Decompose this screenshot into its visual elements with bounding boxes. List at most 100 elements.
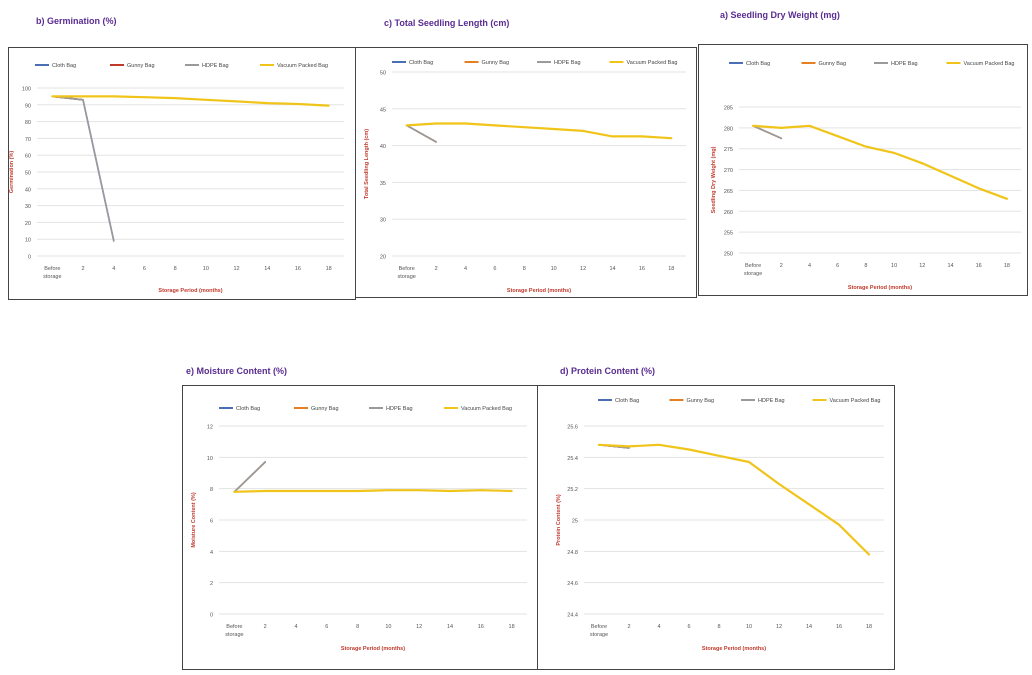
chart-moisture: 0 2 4 6 8 10 12 Before storage 2 4 6 8 10 12 14 16 18 Stor… xyxy=(191,406,527,652)
legend-label: Gunny Bag xyxy=(127,63,155,69)
y-axis-title: Moisture Content (%) xyxy=(191,492,197,547)
y-tick-label: 40 xyxy=(25,187,31,193)
x-tick-label: 6 xyxy=(143,266,146,272)
x-tick-label: 18 xyxy=(326,266,332,272)
y-tick-label: 24.4 xyxy=(567,613,578,619)
chart-panel-dry-weight: 250 255 260 265 270 275 280 285 Before storage 2 4 6… xyxy=(698,44,1028,296)
x-tick-label: storage xyxy=(225,632,243,638)
y-tick-label: 0 xyxy=(210,613,213,619)
legend-label: Vacuum Packed Bag xyxy=(627,60,678,66)
series-line-vacuum-packed-bag xyxy=(233,489,513,493)
x-tick-label: 16 xyxy=(639,266,645,272)
legend-label: Gunny Bag xyxy=(687,398,715,404)
x-tick-label: 10 xyxy=(551,266,557,272)
legend-label: Vacuum Packed Bag xyxy=(830,398,881,404)
series-line-vacuum-packed-bag xyxy=(405,122,673,140)
series-line-hdpe-bag xyxy=(752,125,783,140)
x-tick-label: 4 xyxy=(464,266,467,272)
chart-panel-seedling-length: 20 30 35 40 45 50 Before storage 2 4 6 8 10 12 14 16 18 S… xyxy=(355,47,697,298)
x-tick-label: 8 xyxy=(356,624,359,630)
y-tick-label: 24.6 xyxy=(567,581,578,587)
x-tick-label: 8 xyxy=(523,266,526,272)
x-tick-label: 2 xyxy=(264,624,267,630)
y-tick-label: 0 xyxy=(28,255,31,261)
x-axis-title: Storage Period (months) xyxy=(848,285,912,291)
chart-dry-weight: 250 255 260 265 270 275 280 285 Before storage 2 4 6… xyxy=(711,61,1021,291)
y-tick-label: 100 xyxy=(22,87,31,93)
chart-germination: 0 10 20 30 40 50 60 70 80 90 100 Before storage 2 4 6 8 1… xyxy=(9,63,344,294)
x-tick-label: 14 xyxy=(609,266,615,272)
y-axis-title: Total Seedling Length (cm) xyxy=(364,129,370,199)
x-tick-label: storage xyxy=(398,274,416,280)
x-tick-label: 12 xyxy=(416,624,422,630)
legend-label: Gunny Bag xyxy=(311,406,339,412)
y-tick-label: 285 xyxy=(724,106,733,112)
x-tick-label: 8 xyxy=(717,624,720,630)
y-tick-label: 2 xyxy=(210,581,213,587)
y-tick-label: 45 xyxy=(380,107,386,113)
x-tick-label: 2 xyxy=(780,263,783,269)
x-tick-label: storage xyxy=(744,271,762,277)
series-line-vacuum-packed-bag xyxy=(51,95,330,107)
y-tick-label: 4 xyxy=(210,550,213,556)
x-tick-label: Before xyxy=(226,624,242,630)
x-tick-label: 18 xyxy=(866,624,872,630)
y-axis-title: Protein Content (%) xyxy=(556,494,562,545)
y-tick-label: 20 xyxy=(25,221,31,227)
y-tick-label: 60 xyxy=(25,154,31,160)
y-tick-label: 70 xyxy=(25,137,31,143)
x-axis-title: Storage Period (months) xyxy=(158,288,222,294)
x-tick-label: 2 xyxy=(82,266,85,272)
panel-title-protein: d) Protein Content (%) xyxy=(560,366,655,376)
series-line-hdpe-bag xyxy=(233,461,266,493)
x-tick-label: 6 xyxy=(836,263,839,269)
legend-label: Cloth Bag xyxy=(746,61,770,67)
y-tick-label: 250 xyxy=(724,252,733,258)
y-tick-label: 25.2 xyxy=(567,487,578,493)
x-tick-label: Before xyxy=(591,624,607,630)
x-axis-title: Storage Period (months) xyxy=(507,288,571,294)
legend-label: Cloth Bag xyxy=(52,63,76,69)
y-tick-label: 30 xyxy=(25,204,31,210)
y-tick-label: 8 xyxy=(210,487,213,493)
x-tick-label: 16 xyxy=(295,266,301,272)
y-tick-label: 20 xyxy=(380,255,386,261)
x-tick-label: 4 xyxy=(808,263,811,269)
legend-label: HDPE Bag xyxy=(891,61,918,67)
x-tick-label: 6 xyxy=(687,624,690,630)
x-tick-label: 16 xyxy=(976,263,982,269)
x-tick-label: 18 xyxy=(1004,263,1010,269)
y-tick-label: 12 xyxy=(207,425,213,431)
x-tick-label: 14 xyxy=(264,266,270,272)
x-tick-label: 16 xyxy=(478,624,484,630)
panel-title-dry-weight: a) Seedling Dry Weight (mg) xyxy=(720,10,840,20)
y-tick-label: 24.8 xyxy=(567,550,578,556)
x-tick-label: 12 xyxy=(776,624,782,630)
x-axis-title: Storage Period (months) xyxy=(702,646,766,652)
y-axis-title: Germination (%) xyxy=(9,151,15,194)
x-tick-label: 12 xyxy=(919,263,925,269)
y-tick-label: 90 xyxy=(25,103,31,109)
y-tick-label: 6 xyxy=(210,519,213,525)
series-line-cloth-bag xyxy=(51,95,115,242)
x-tick-label: 18 xyxy=(509,624,515,630)
x-tick-label: 12 xyxy=(233,266,239,272)
x-tick-label: 2 xyxy=(627,624,630,630)
x-tick-label: 16 xyxy=(836,624,842,630)
x-tick-label: 14 xyxy=(947,263,953,269)
series-line-hdpe-bag xyxy=(51,95,115,242)
y-axis-title: Seedling Dry Weight (mg) xyxy=(711,146,717,213)
legend-label: Vacuum Packed Bag xyxy=(277,63,328,69)
legend-label: HDPE Bag xyxy=(758,398,785,404)
x-tick-label: 14 xyxy=(447,624,453,630)
x-axis-title: Storage Period (months) xyxy=(341,646,405,652)
x-tick-label: Before xyxy=(745,263,761,269)
legend-label: Cloth Bag xyxy=(615,398,639,404)
y-tick-label: 40 xyxy=(380,144,386,150)
x-tick-label: 2 xyxy=(435,266,438,272)
y-tick-label: 280 xyxy=(724,126,733,132)
legend-label: HDPE Bag xyxy=(554,60,581,66)
legend-label: HDPE Bag xyxy=(386,406,413,412)
x-tick-label: 8 xyxy=(174,266,177,272)
panel-title-seedling-length: c) Total Seedling Length (cm) xyxy=(384,18,510,28)
